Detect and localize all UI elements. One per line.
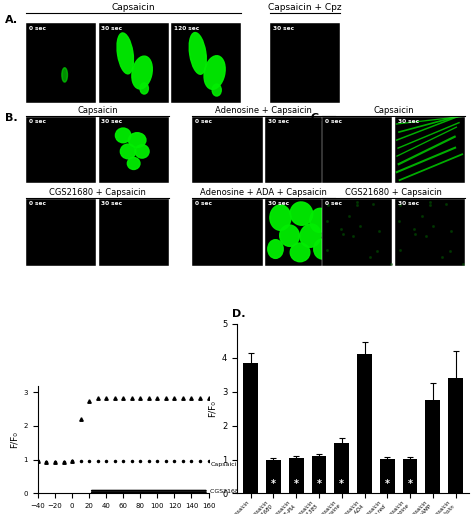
Point: [356, 222, 364, 230]
Point: [324, 201, 331, 209]
Text: Adenosine + ADA + Capsaicin: Adenosine + ADA + Capsaicin: [201, 188, 327, 197]
Ellipse shape: [268, 240, 283, 259]
Bar: [448, 378, 463, 493]
Text: Capsaicin: Capsaicin: [112, 3, 155, 12]
Point: [446, 247, 453, 255]
Ellipse shape: [132, 56, 152, 89]
Ellipse shape: [314, 239, 331, 259]
Point: [324, 246, 331, 254]
Point: [323, 217, 331, 225]
Ellipse shape: [300, 224, 321, 247]
Point: [373, 247, 381, 255]
Text: Capsaicin + Cpz: Capsaicin + Cpz: [268, 3, 342, 12]
Point: [396, 246, 404, 254]
Bar: [266, 460, 281, 493]
Point: [418, 211, 425, 219]
Ellipse shape: [128, 133, 146, 148]
Ellipse shape: [120, 144, 136, 159]
Text: CGS21680/ Vehicle: CGS21680/ Vehicle: [210, 488, 270, 493]
Ellipse shape: [116, 128, 131, 143]
Ellipse shape: [290, 202, 313, 225]
Point: [375, 227, 383, 235]
Text: 30 sec: 30 sec: [273, 26, 293, 30]
Bar: [380, 459, 395, 493]
Y-axis label: F/F₀: F/F₀: [9, 431, 18, 448]
Text: 0 sec: 0 sec: [29, 201, 46, 206]
Point: [337, 225, 345, 233]
Point: [354, 201, 361, 209]
Point: [369, 199, 377, 208]
Bar: [426, 400, 440, 493]
Point: [422, 231, 429, 240]
Text: 30 sec: 30 sec: [268, 119, 289, 124]
Point: [349, 231, 357, 240]
Bar: [357, 354, 372, 493]
Point: [429, 222, 437, 230]
Ellipse shape: [270, 205, 291, 230]
Point: [345, 211, 353, 219]
Text: A.: A.: [5, 15, 18, 25]
Text: *: *: [271, 480, 276, 489]
Y-axis label: F/F₀: F/F₀: [207, 400, 216, 417]
Text: CGS21680 + Capsaicin: CGS21680 + Capsaicin: [345, 188, 442, 197]
Ellipse shape: [140, 83, 148, 94]
Text: 120 sec: 120 sec: [174, 26, 199, 30]
Point: [460, 260, 467, 268]
Text: 30 sec: 30 sec: [268, 201, 289, 206]
Ellipse shape: [280, 225, 300, 246]
Text: 30 sec: 30 sec: [101, 119, 122, 124]
Ellipse shape: [62, 68, 67, 82]
Text: 0 sec: 0 sec: [325, 201, 342, 206]
Ellipse shape: [117, 33, 134, 74]
Bar: [311, 456, 327, 493]
Point: [396, 217, 403, 225]
Ellipse shape: [212, 84, 221, 96]
Text: *: *: [385, 480, 390, 489]
Text: Capsaicin: Capsaicin: [77, 105, 118, 115]
Text: 30 sec: 30 sec: [398, 201, 419, 206]
Point: [396, 201, 404, 209]
Text: 30 sec: 30 sec: [101, 26, 122, 30]
Bar: [289, 458, 304, 493]
Ellipse shape: [189, 32, 206, 74]
Ellipse shape: [310, 208, 329, 232]
Point: [439, 253, 447, 261]
Text: CGS21680 + Capsaicin: CGS21680 + Capsaicin: [49, 188, 146, 197]
Point: [411, 230, 419, 238]
Text: 30 sec: 30 sec: [398, 119, 419, 124]
Point: [447, 227, 455, 235]
Text: 0 sec: 0 sec: [29, 26, 46, 30]
Bar: [402, 459, 418, 493]
Ellipse shape: [135, 145, 149, 158]
Text: C.: C.: [310, 113, 323, 123]
Point: [366, 253, 374, 261]
Text: Capsaicin: Capsaicin: [374, 105, 414, 115]
Ellipse shape: [290, 243, 310, 262]
Point: [426, 198, 434, 206]
Point: [354, 198, 361, 206]
Bar: [243, 363, 258, 493]
Text: 0 sec: 0 sec: [195, 119, 212, 124]
Ellipse shape: [204, 56, 225, 89]
Text: B.: B.: [5, 113, 18, 123]
Text: Adenosine + Capsaicin: Adenosine + Capsaicin: [215, 105, 312, 115]
Text: Capsaicin: Capsaicin: [210, 462, 241, 467]
Text: 30 sec: 30 sec: [101, 201, 122, 206]
Ellipse shape: [128, 157, 140, 170]
Point: [339, 230, 346, 238]
Text: *: *: [294, 480, 299, 489]
Text: *: *: [317, 480, 321, 489]
Text: 0 sec: 0 sec: [29, 119, 46, 124]
Text: 0 sec: 0 sec: [195, 201, 212, 206]
Point: [426, 201, 434, 209]
Point: [410, 225, 418, 233]
Point: [442, 199, 449, 208]
Text: *: *: [408, 480, 412, 489]
Bar: [334, 443, 349, 493]
Point: [387, 260, 395, 268]
Text: D.: D.: [232, 309, 246, 319]
Text: *: *: [339, 480, 344, 489]
Text: 0 sec: 0 sec: [325, 119, 342, 124]
